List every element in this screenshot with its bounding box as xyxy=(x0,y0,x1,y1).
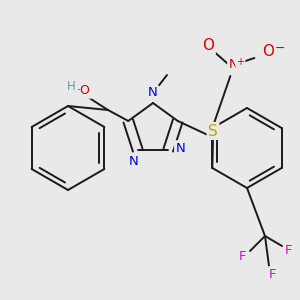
Text: F: F xyxy=(239,250,247,262)
Text: H: H xyxy=(67,80,75,94)
Text: N: N xyxy=(129,154,139,167)
Text: −: − xyxy=(275,41,286,55)
Text: O: O xyxy=(202,38,214,53)
Text: N: N xyxy=(229,58,238,70)
Text: F: F xyxy=(269,268,277,281)
Text: +: + xyxy=(236,57,244,67)
Text: F: F xyxy=(285,244,293,256)
Text: S: S xyxy=(208,124,218,139)
Text: O: O xyxy=(262,44,274,59)
Text: ·O: ·O xyxy=(77,85,91,98)
Text: N: N xyxy=(176,142,185,154)
Text: N: N xyxy=(148,86,158,100)
